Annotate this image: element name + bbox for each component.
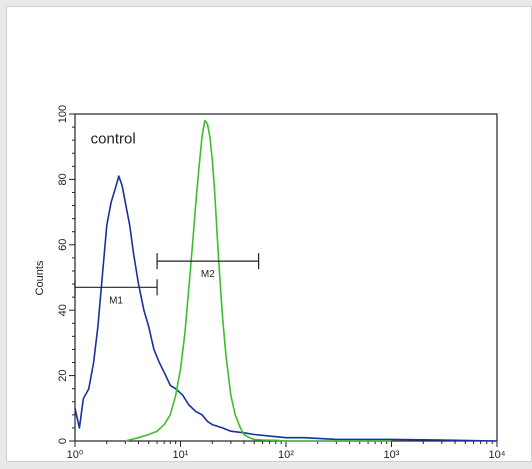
flow-cytometry-histogram: 0 20 40 60 80 100 10⁰ 10¹ 10² 10³ 10⁴ Counts control… bbox=[34, 105, 506, 461]
y-tick-label: 40 bbox=[57, 304, 69, 316]
series-line-1 bbox=[125, 119, 392, 442]
y-tick-label: 80 bbox=[57, 173, 69, 185]
marker-label-m1: M1 bbox=[109, 295, 123, 306]
control-label: control bbox=[91, 130, 136, 147]
y-tick-label: 100 bbox=[57, 105, 69, 123]
y-tick-label: 20 bbox=[57, 369, 69, 381]
y-axis-label: Counts bbox=[34, 260, 46, 295]
x-tick-label: 10² bbox=[278, 449, 294, 461]
histogram-panel: 0 20 40 60 80 100 10⁰ 10¹ 10² 10³ 10⁴ Counts control… bbox=[6, 6, 532, 462]
x-tick-label: 10¹ bbox=[173, 449, 189, 461]
y-tick-label: 0 bbox=[57, 438, 69, 444]
y-tick-label: 60 bbox=[57, 239, 69, 251]
plot-frame bbox=[74, 113, 498, 442]
x-tick-label: 10⁴ bbox=[489, 449, 506, 461]
x-tick-label: 10⁰ bbox=[67, 449, 84, 461]
x-tick-label: 10³ bbox=[384, 449, 400, 461]
marker-label-m2: M2 bbox=[201, 269, 215, 280]
series-line-0 bbox=[74, 175, 498, 442]
